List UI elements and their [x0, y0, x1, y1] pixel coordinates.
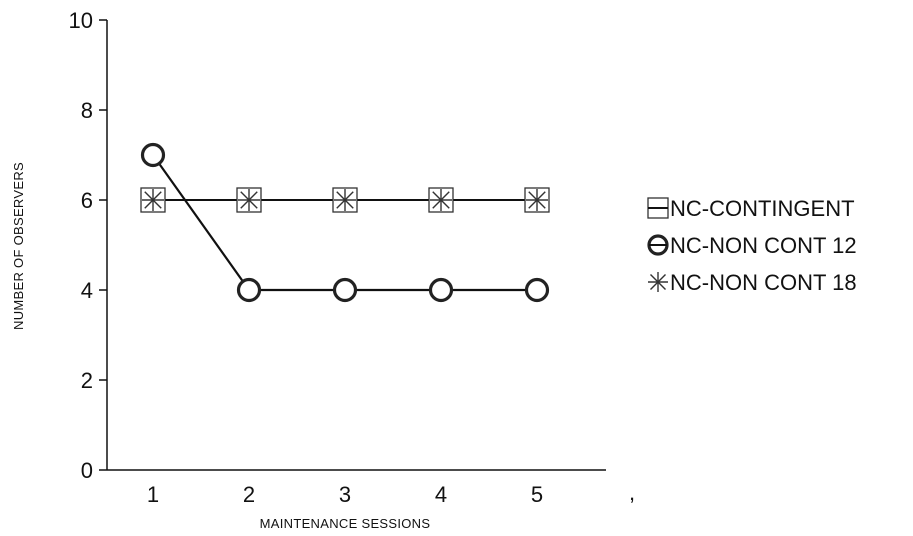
- legend: NC-CONTINGENT NC-NON CONT 12 NC-NON CONT 1…: [647, 196, 857, 295]
- series-line-circle: [152, 154, 537, 292]
- data-point-circle: [332, 277, 358, 303]
- y-axis-title: NUMBER OF OBSERVERS: [11, 162, 26, 330]
- y-tick-label: 4: [81, 278, 93, 303]
- y-tick-label: 2: [81, 368, 93, 393]
- data-point-circle: [524, 277, 550, 303]
- x-tick-label: 5: [531, 482, 543, 507]
- axes: [106, 20, 606, 471]
- legend-item: NC-CONTINGENT: [647, 196, 855, 221]
- y-tick-label: 0: [81, 458, 93, 483]
- data-point-circle: [428, 277, 454, 303]
- data-point-circle: [236, 277, 262, 303]
- legend-item: NC-NON CONT 18: [648, 270, 857, 295]
- legend-marker-asterisk: [648, 272, 668, 292]
- data-point-circle: [140, 142, 166, 168]
- x-axis-title: MAINTENANCE SESSIONS: [260, 516, 431, 531]
- data-point-asterisk: [526, 189, 548, 211]
- y-tick-label: 6: [81, 188, 93, 213]
- x-tick-label: 1: [147, 482, 159, 507]
- x-tick-label: 4: [435, 482, 447, 507]
- legend-label: NC-CONTINGENT: [670, 196, 855, 221]
- x-tick-label: 2: [243, 482, 255, 507]
- y-tick-label: 10: [69, 8, 93, 33]
- legend-label: NC-NON CONT 18: [670, 270, 857, 295]
- y-tick-label: 8: [81, 98, 93, 123]
- data-point-asterisk: [334, 189, 356, 211]
- stray-comma: ,: [629, 480, 635, 505]
- x-tick-label: 3: [339, 482, 351, 507]
- series-layer: [140, 142, 550, 303]
- data-point-asterisk: [430, 189, 452, 211]
- data-point-asterisk: [238, 189, 260, 211]
- legend-item: NC-NON CONT 12: [647, 233, 857, 258]
- data-point-asterisk: [142, 189, 164, 211]
- legend-label: NC-NON CONT 12: [670, 233, 857, 258]
